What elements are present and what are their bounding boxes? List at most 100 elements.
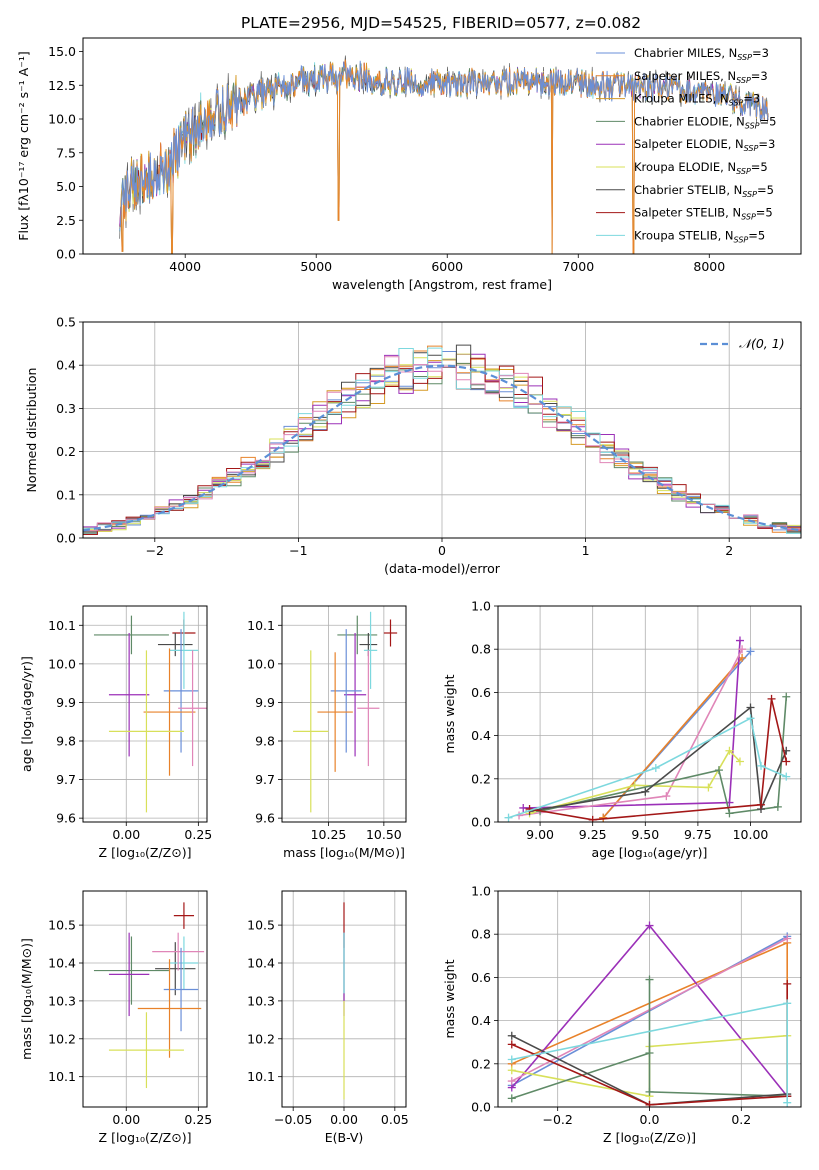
spectrum-line-0 <box>119 60 769 231</box>
errorbar-point <box>155 942 196 996</box>
y-tick-label: 10.3 <box>247 993 275 1008</box>
weight-marker <box>782 772 791 781</box>
y-axis-label: mass weight <box>442 674 457 753</box>
weight-marker <box>645 1100 654 1107</box>
weight-marker <box>783 979 792 988</box>
weight_vs_age-axes: 9.00 9.25 9.50 9.75 10.00 0.0 0.2 0.4 0.6 0.8 1.0 a… <box>442 599 801 860</box>
y-tick-label: 12.5 <box>48 78 76 93</box>
y-tick-label: 0.0 <box>56 531 76 546</box>
weight-marker <box>757 800 766 809</box>
y-tick-label: 10.5 <box>48 918 76 933</box>
weight-marker <box>504 813 513 822</box>
y-tick-label: 1.0 <box>471 884 491 899</box>
weight-marker <box>783 1098 792 1107</box>
spectrum-axes: 4000 5000 6000 7000 8000 0.0 2.5 5.0 7.5 10.0 12.5… <box>16 44 725 292</box>
x-tick-label: −1 <box>289 543 307 558</box>
errorbar-point <box>169 611 199 689</box>
x-axis-label: Z [log₁₀(Z/Z⊙)] <box>99 1130 192 1145</box>
errorbar-point <box>108 633 150 757</box>
weight-marker <box>507 1066 516 1075</box>
x-tick-label: 2 <box>725 543 733 558</box>
errorbar-point <box>173 902 195 929</box>
y-tick-label: 0.6 <box>471 685 491 700</box>
y-tick-label: 10.3 <box>48 993 76 1008</box>
weight-marker <box>773 802 782 811</box>
x-tick-label: 0.00 <box>112 827 140 842</box>
legend-entry: Chabrier MILES, NSSP=3 <box>634 46 769 62</box>
y-tick-label: 0.8 <box>471 927 491 942</box>
x-tick-label: 0.25 <box>184 1112 212 1127</box>
weight-marker <box>783 999 792 1008</box>
weight-marker <box>735 636 744 645</box>
x-axis-label: wavelength [Angstrom, rest frame] <box>332 277 552 292</box>
y-tick-label: 0.2 <box>471 771 491 786</box>
mass_vs_z-plot-area <box>93 902 205 1089</box>
errorbar-point <box>143 648 196 776</box>
weight-marker <box>757 761 766 770</box>
x-tick-label: 0.25 <box>184 827 212 842</box>
x-axis-label: (data-model)/error <box>384 561 501 576</box>
errorbar-point <box>157 633 193 657</box>
age_vs_z-axes: 0.00 0.25 9.6 9.7 9.8 9.9 10.0 10.1 Z [log₁₀(Z/Z… <box>19 606 212 860</box>
residuals-frame <box>82 321 802 539</box>
x-tick-label: 0.0 <box>640 1112 660 1127</box>
residuals-axes: −2 −1 0 1 2 0.0 0.1 0.2 0.3 0.4 0.5 (data-model)/er… <box>24 315 801 576</box>
legend-entry: Chabrier STELIB, NSSP=5 <box>634 183 774 199</box>
weight-marker <box>645 975 654 984</box>
x-tick-label: −0.05 <box>274 1112 312 1127</box>
weight-marker <box>746 714 755 723</box>
weight-marker <box>782 692 791 701</box>
x-tick-label: −2 <box>146 543 164 558</box>
y-tick-label: 0.4 <box>56 358 76 373</box>
weight-marker <box>782 757 791 766</box>
errorbar-point <box>330 629 362 753</box>
x-axis-label: mass [log₁₀(M/M⊙)] <box>283 845 405 860</box>
weight-marker <box>599 813 608 822</box>
legend-entry: Kroupa MILES, NSSP=3 <box>634 92 760 108</box>
residuals-legend: 𝒩(0, 1) <box>700 336 785 351</box>
residuals-plot-area <box>83 344 801 535</box>
weight-marker <box>507 1031 516 1040</box>
weight-series <box>602 657 743 819</box>
y-axis-label: mass weight <box>442 959 457 1038</box>
y-tick-label: 0.0 <box>56 247 76 262</box>
weight_vs_age-frame <box>497 605 802 823</box>
y-tick-label: 9.9 <box>255 695 275 710</box>
y-tick-label: 10.1 <box>247 618 275 633</box>
errorbar-point <box>383 619 398 647</box>
y-tick-label: 10.0 <box>48 656 76 671</box>
errorbar-point <box>108 1012 184 1089</box>
legend-entry: Salpeter ELODIE, NSSP=3 <box>634 137 775 153</box>
y-tick-label: 10.1 <box>48 618 76 633</box>
weight-marker <box>588 815 597 822</box>
errorbar-point <box>152 932 205 971</box>
y-tick-label: 10.1 <box>48 1069 76 1084</box>
errorbar-point <box>357 650 380 767</box>
figure-title: PLATE=2956, MJD=54525, FIBERID=0577, z=0… <box>241 14 641 32</box>
weight-marker <box>767 694 776 703</box>
x-axis-label: age [log₁₀(age/yr)] <box>592 845 708 860</box>
age_vs_z-frame <box>82 605 208 823</box>
weight-marker <box>746 703 755 712</box>
x-axis-label: E(B-V) <box>325 1130 364 1145</box>
errorbar-point <box>344 633 367 757</box>
y-tick-label: 0.6 <box>471 970 491 985</box>
y-axis-label: mass [log₁₀(M/M⊙)] <box>19 938 34 1060</box>
x-tick-label: 0.00 <box>330 1112 358 1127</box>
x-tick-label: 0 <box>438 543 446 558</box>
weight-marker <box>725 746 734 755</box>
x-tick-label: 7000 <box>562 259 594 274</box>
age_vs_mass-plot-area <box>293 611 398 813</box>
weight_vs_z-plot-area <box>507 921 792 1107</box>
errorbar-point <box>178 650 207 767</box>
weight-series <box>529 705 788 813</box>
weight-marker <box>746 647 755 656</box>
y-tick-label: 0.0 <box>471 1100 491 1115</box>
errorbar-point <box>108 932 150 1017</box>
legend-entry: Kroupa STELIB, NSSP=5 <box>634 228 765 244</box>
y-tick-label: 10.5 <box>247 918 275 933</box>
weight_vs_age-plot-area <box>504 636 791 822</box>
x-tick-label: 9.75 <box>684 827 712 842</box>
mass_vs_ebv-frame <box>281 890 407 1108</box>
